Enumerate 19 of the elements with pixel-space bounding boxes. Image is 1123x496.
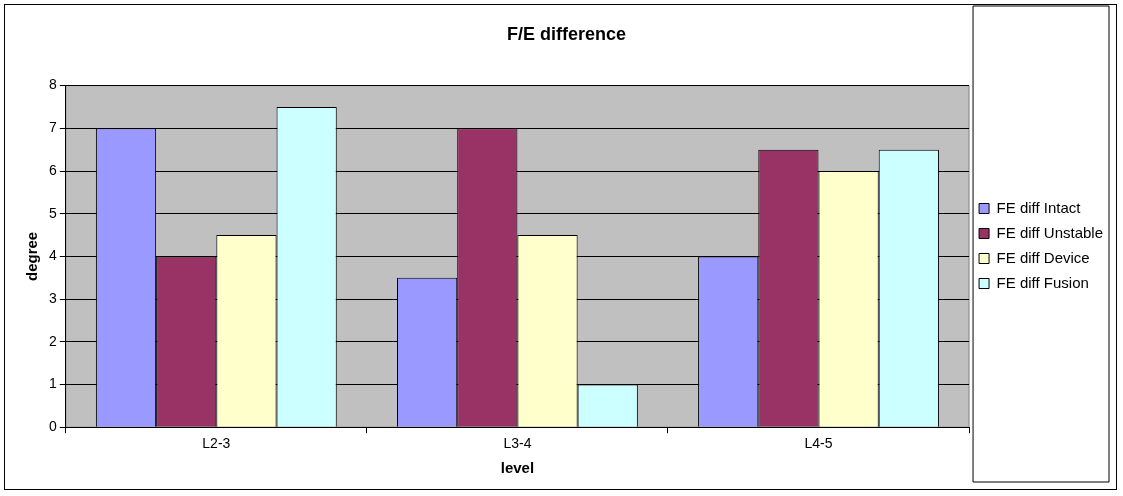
x-tick-label: L3-4 xyxy=(503,435,532,452)
y-tick-label: 1 xyxy=(48,375,57,392)
legend-label: FE diff Intact xyxy=(996,198,1082,216)
y-axis-title: degree xyxy=(23,231,41,281)
y-tick-label: 4 xyxy=(48,247,57,264)
x-axis-title: level xyxy=(500,459,535,477)
x-tick-label: L4-5 xyxy=(804,435,833,452)
y-tick-label: 5 xyxy=(48,204,57,221)
y-tick-label: 2 xyxy=(48,332,57,349)
chart-title: F/E difference xyxy=(506,23,627,44)
y-tick-label: 3 xyxy=(48,289,57,306)
y-tick-label: 6 xyxy=(48,161,57,178)
x-tick-label: L2-3 xyxy=(202,435,231,452)
y-tick-label: 0 xyxy=(48,418,57,435)
y-tick-label: 7 xyxy=(48,119,57,136)
legend-label: FE diff Fusion xyxy=(996,273,1089,291)
y-tick-label: 8 xyxy=(48,76,57,93)
legend-label: FE diff Device xyxy=(996,248,1090,266)
legend-label: FE diff Unstable xyxy=(996,223,1104,241)
